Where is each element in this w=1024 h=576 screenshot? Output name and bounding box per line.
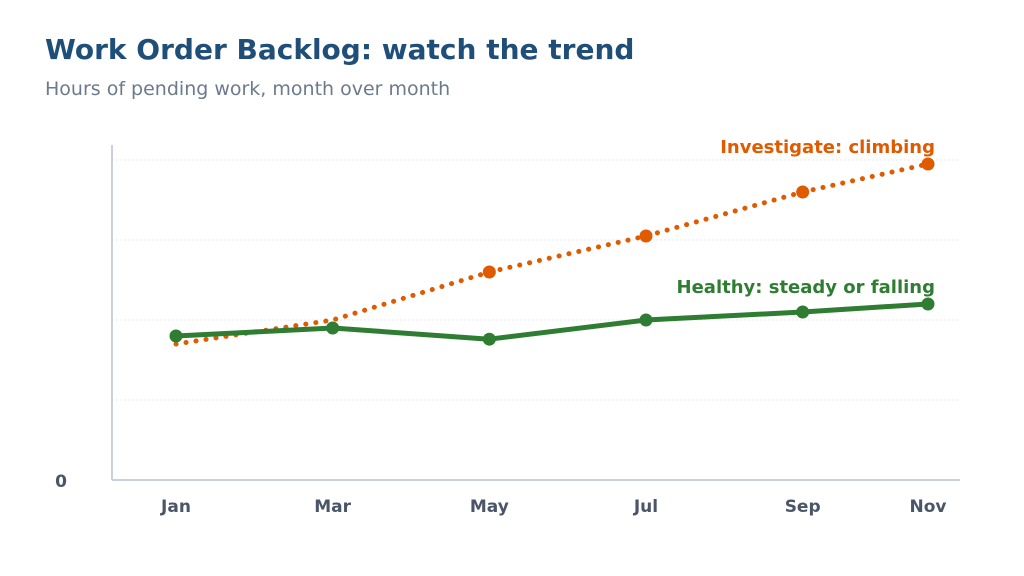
data-point-investigate — [921, 157, 935, 171]
x-tick-label: Nov — [910, 497, 947, 517]
data-point-healthy — [921, 297, 935, 311]
data-point-investigate — [796, 185, 810, 199]
chart-subtitle: Hours of pending work, month over month — [45, 78, 451, 100]
annotation-investigate: Investigate: climbing — [720, 137, 935, 158]
data-point-healthy — [326, 321, 340, 335]
series-line-healthy — [173, 301, 931, 342]
x-tick-label: Mar — [314, 497, 351, 517]
data-point-healthy — [169, 329, 183, 343]
data-point-healthy — [482, 332, 496, 346]
x-tick-label: Sep — [785, 497, 821, 517]
annotation-healthy: Healthy: steady or falling — [677, 277, 935, 298]
series-line-investigate — [173, 161, 931, 347]
chart-title: Work Order Backlog: watch the trend — [45, 33, 635, 66]
data-point-healthy — [639, 313, 653, 327]
y-tick-label: 0 — [55, 472, 67, 492]
data-point-investigate — [482, 265, 496, 279]
x-tick-label: Jul — [633, 497, 658, 517]
x-tick-label: Jan — [160, 497, 191, 517]
data-point-investigate — [639, 229, 653, 243]
data-point-healthy — [796, 305, 810, 319]
x-tick-label: May — [470, 497, 509, 517]
